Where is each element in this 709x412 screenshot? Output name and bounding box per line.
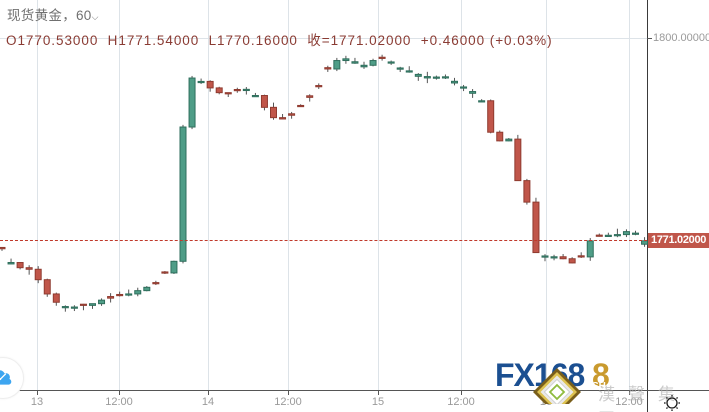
svg-text:SH: SH [592, 381, 606, 392]
